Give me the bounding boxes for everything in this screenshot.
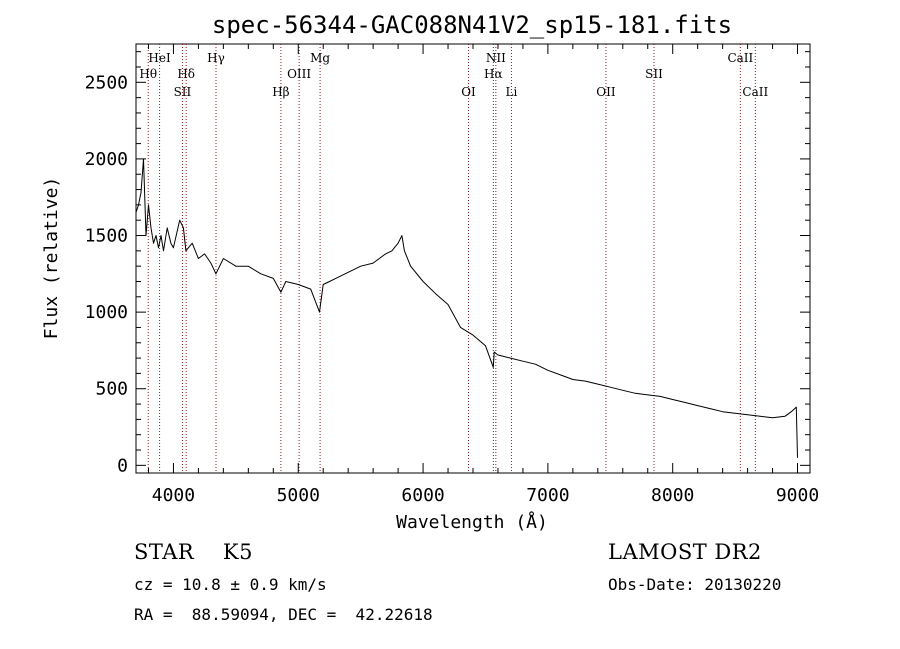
x-tick-label: 6000 [401,485,444,506]
line-label: OI [461,85,476,99]
y-tick-label: 0 [117,455,128,476]
line-label: CaII [742,85,768,99]
y-axis-label: Flux (relative) [41,177,62,340]
y-tick-label: 500 [95,379,128,400]
spectrum-series [135,158,798,458]
y-tick-label: 1000 [85,302,128,323]
y-tick-label: 1500 [85,226,128,247]
emission-line-markers [147,44,756,473]
spectrum-line [135,158,798,458]
line-label: Hγ [207,51,225,65]
x-tick-label: 8000 [651,485,694,506]
line-label: OIII [287,67,311,81]
line-label: NII [486,51,506,65]
line-label: Hθ [139,67,157,81]
x-tick-label: 5000 [277,485,320,506]
y-axis-ticks: 0 500 1000 1500 2000 2500 [85,51,810,476]
line-label: Li [506,85,518,99]
obs-date: Obs-Date: 20130220 [608,575,782,594]
chart-title: spec-56344-GAC088N41V2_sp15-181.fits [212,11,732,39]
cz-value: cz = 10.8 ± 0.9 km/s [134,575,327,594]
line-label: OII [596,85,616,99]
x-tick-label: 4000 [152,485,195,506]
x-axis-ticks: 4000 5000 6000 7000 8000 9000 [147,44,819,506]
line-label: Hα [484,67,503,81]
line-label: HeI [148,51,171,65]
line-label: Hδ [177,67,195,81]
y-tick-label: 2000 [85,149,128,170]
line-label: Mg [310,51,330,65]
line-label: CaII [727,51,753,65]
line-label: SII [645,67,663,81]
y-tick-label: 2500 [85,72,128,93]
x-tick-label: 9000 [776,485,819,506]
emission-line-labels: HeI Hθ Hδ SII Hγ Mg OIII Hβ NII Hα OI Li OII SII CaII C… [139,51,768,99]
survey-label: LAMOST DR2 [608,540,762,564]
line-label: SII [174,85,192,99]
line-label: Hβ [272,85,289,99]
ra-dec: RA = 88.59094, DEC = 42.22618 [134,605,433,624]
x-tick-label: 7000 [526,485,569,506]
class-line: STAR K5 [134,540,253,564]
x-axis-label: Wavelength (Å) [396,511,548,533]
